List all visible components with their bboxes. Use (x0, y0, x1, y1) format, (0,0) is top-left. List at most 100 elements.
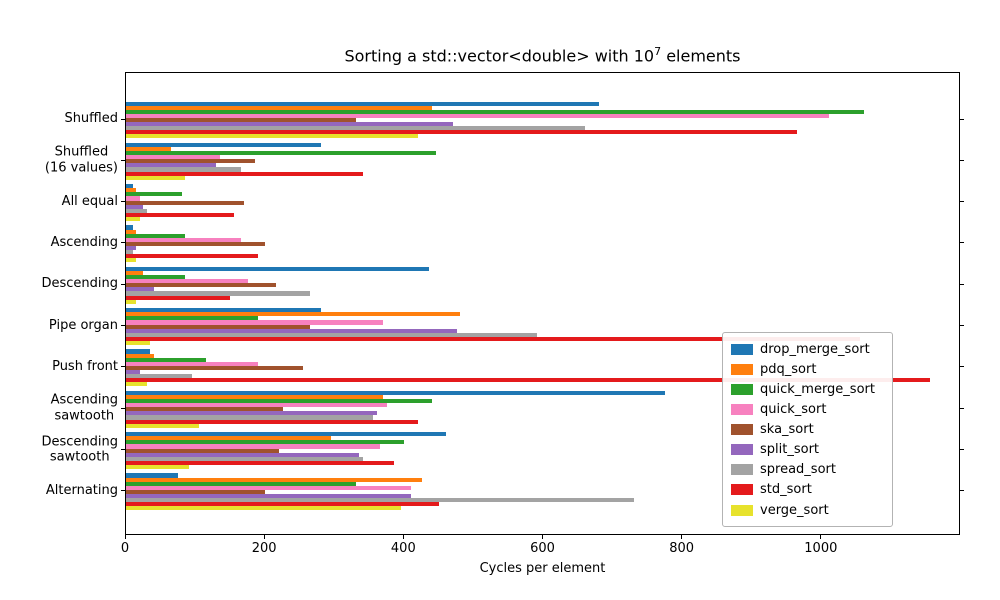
bar-pdq_sort (126, 312, 460, 317)
y-tick-right (960, 449, 964, 451)
bar-verge_sort (126, 258, 137, 263)
bar-drop_merge_sort (126, 142, 321, 147)
y-tick-left (121, 159, 125, 161)
bar-verge_sort (126, 299, 137, 304)
bar-std_sort (126, 378, 930, 383)
bar-drop_merge_sort (126, 432, 447, 437)
bar-quick_merge_sort (126, 399, 433, 404)
bar-pdq_sort (126, 353, 154, 358)
bar-quick_sort (126, 485, 412, 490)
y-tick-label: Push front (52, 359, 118, 375)
legend-item: drop_merge_sort (731, 339, 884, 359)
bar-std_sort (126, 254, 259, 259)
y-tick-label: Descending sawtooth (41, 434, 118, 465)
legend-item: std_sort (731, 480, 884, 500)
bar-ska_sort (126, 200, 245, 205)
bar-split_sort (126, 122, 454, 127)
bar-drop_merge_sort (126, 101, 600, 106)
legend-label: drop_merge_sort (760, 341, 870, 357)
bar-pdq_sort (126, 394, 384, 400)
chart-title: Sorting a std::vector<double> with 107 e… (125, 45, 960, 65)
bar-spread_sort (126, 415, 374, 420)
bar-drop_merge_sort (126, 266, 429, 271)
bar-pdq_sort (126, 436, 332, 441)
title-prefix: Sorting a std::vector<double> with 10 (344, 46, 655, 66)
bar-std_sort (126, 336, 861, 342)
bar-verge_sort (126, 465, 189, 470)
y-tick-right (960, 490, 964, 492)
x-axis-label: Cycles per element (479, 561, 606, 576)
bar-quick_merge_sort (126, 481, 356, 486)
bar-ska_sort (126, 489, 266, 495)
bar-std_sort (126, 295, 231, 300)
legend-label: spread_sort (760, 462, 836, 478)
legend-swatch (731, 403, 753, 415)
legend-item: quick_merge_sort (731, 379, 884, 399)
bar-quick_merge_sort (126, 440, 405, 445)
x-tick-label: 400 (390, 541, 416, 556)
bar-pdq_sort (126, 229, 137, 234)
legend-label: split_sort (760, 442, 820, 458)
bar-pdq_sort (126, 477, 422, 482)
bar-drop_merge_sort (126, 184, 133, 189)
y-tick-left (121, 407, 125, 409)
x-tick-label: 0 (120, 541, 130, 556)
y-tick-left (121, 201, 125, 203)
bar-ska_sort (126, 241, 266, 247)
x-tick (124, 535, 126, 539)
bar-quick_sort (126, 403, 387, 408)
legend-swatch (731, 363, 753, 375)
bar-split_sort (126, 287, 154, 292)
y-tick-left (121, 118, 125, 120)
y-tick-right (960, 283, 964, 285)
legend-item: spread_sort (731, 460, 884, 480)
bar-pdq_sort (126, 188, 137, 193)
bar-split_sort (126, 163, 217, 168)
bar-quick_sort (126, 279, 248, 284)
bar-quick_merge_sort (126, 357, 207, 362)
y-tick-label: Shuffled (16 values) (44, 144, 118, 176)
bar-ska_sort (126, 159, 255, 164)
y-tick-right (960, 366, 964, 368)
legend-item: pdq_sort (731, 359, 884, 379)
y-tick-left (121, 449, 125, 451)
legend-item: ska_sort (731, 420, 884, 440)
y-tick-left (121, 325, 125, 327)
bar-drop_merge_sort (126, 473, 179, 478)
x-tick-label: 800 (669, 541, 695, 556)
legend-swatch (731, 504, 753, 516)
bar-ska_sort (126, 324, 311, 329)
x-tick (820, 535, 822, 539)
bar-ska_sort (126, 407, 283, 412)
bar-ska_sort (126, 448, 280, 453)
bar-split_sort (126, 370, 140, 375)
legend-swatch (731, 343, 753, 355)
y-tick-label: Ascending sawtooth (50, 392, 118, 424)
x-tick (542, 535, 543, 539)
legend-swatch (731, 484, 753, 496)
bar-quick_sort (126, 155, 220, 160)
bar-spread_sort (126, 291, 311, 296)
bar-std_sort (126, 130, 798, 135)
legend-item: split_sort (731, 440, 884, 460)
bar-drop_merge_sort (126, 308, 321, 313)
y-tick-right (960, 242, 964, 244)
y-tick-left (121, 283, 125, 285)
bar-split_sort (126, 204, 144, 209)
bar-spread_sort (126, 208, 147, 213)
bar-ska_sort (126, 365, 304, 371)
bar-spread_sort (126, 456, 363, 461)
bar-quick_sort (126, 444, 380, 449)
x-tick (681, 535, 683, 539)
legend-label: ska_sort (760, 422, 814, 437)
legend-item: verge_sort (731, 500, 884, 520)
bar-quick_merge_sort (126, 109, 864, 114)
bar-pdq_sort (126, 105, 433, 110)
legend: drop_merge_sort pdq_sort quick_merge_sort q… (722, 332, 893, 527)
y-tick-right (960, 407, 964, 409)
bar-std_sort (126, 419, 419, 424)
x-tick (402, 535, 404, 539)
bar-std_sort (126, 460, 394, 466)
y-tick-label: Alternating (45, 483, 118, 499)
y-tick-left (121, 366, 125, 368)
